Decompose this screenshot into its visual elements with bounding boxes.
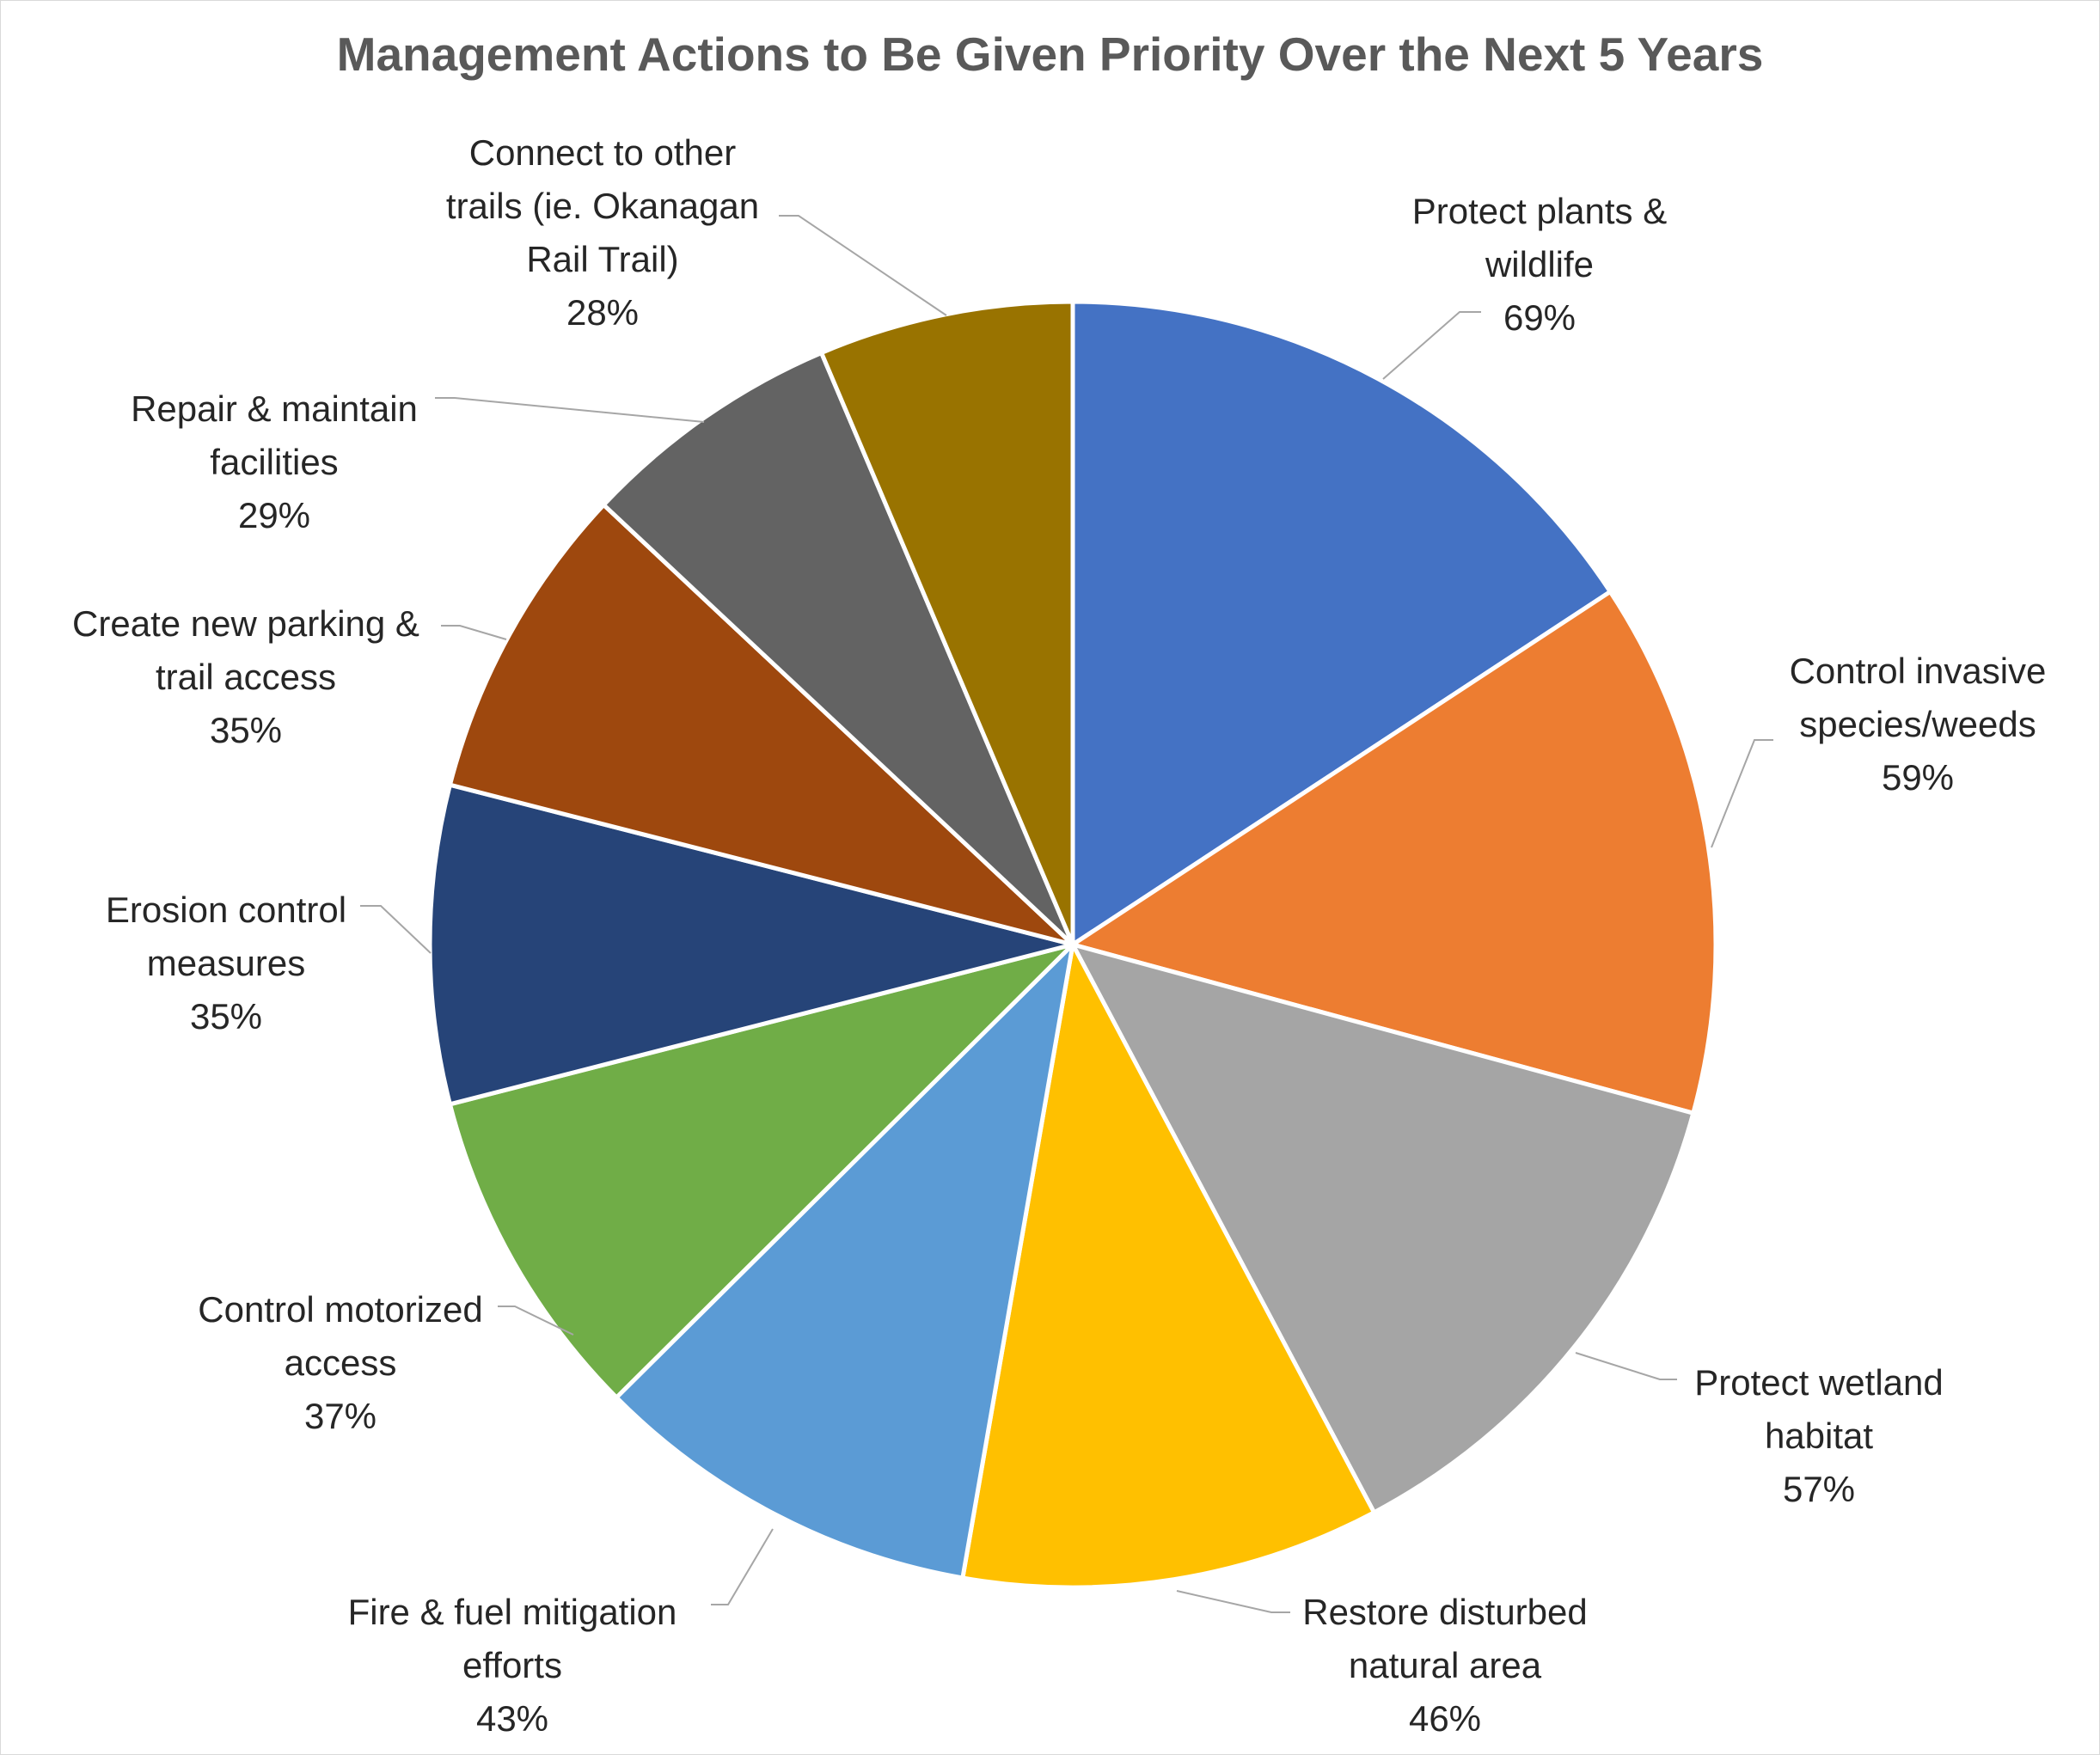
data-label-line: Create new parking & (72, 603, 419, 644)
pie-slice (1070, 299, 1613, 947)
data-label: Erosion control measures 35% (106, 890, 346, 1036)
data-label-line: Restore disturbed (1302, 1592, 1588, 1632)
data-label-line: species/weeds (1799, 704, 2036, 744)
leader-line (498, 1306, 574, 1336)
data-label-line: Protect plants & (1412, 191, 1667, 231)
data-label-line: trails (ie. Okanagan (446, 186, 759, 226)
chart-title: Management Actions to Be Given Priority … (336, 28, 1764, 81)
leader-line (435, 397, 705, 423)
data-label-line: habitat (1765, 1416, 1873, 1456)
data-label-line: wildlife (1485, 244, 1594, 284)
pie-slice (601, 351, 1075, 947)
data-label-value: 29% (238, 495, 310, 535)
data-label-line: Fire & fuel mitigation (348, 1592, 677, 1632)
pie-slice (447, 942, 1075, 1400)
data-label-value: 28% (566, 292, 639, 333)
pie-slice (1070, 942, 1696, 1515)
data-label-line: natural area (1349, 1645, 1542, 1685)
pie-slice (447, 502, 1075, 947)
leader-line (360, 905, 432, 954)
leader-line (441, 625, 507, 640)
data-label-value: 35% (190, 996, 262, 1036)
data-label-line: Control invasive (1790, 651, 2047, 691)
data-label: Control invasive species/weeds 59% (1790, 651, 2047, 798)
leader-line (1711, 739, 1773, 848)
data-label-line: Control motorized (198, 1289, 482, 1330)
data-label-value: 35% (210, 710, 282, 750)
data-label-value: 57% (1783, 1469, 1855, 1509)
pie-slice (427, 782, 1075, 1107)
data-label: Protect wetland habitat 57% (1694, 1362, 1944, 1509)
data-label-value: 69% (1503, 297, 1576, 338)
data-label-value: 59% (1882, 757, 1954, 798)
data-label-line: facilities (210, 442, 338, 482)
data-label-value: 46% (1409, 1698, 1481, 1739)
data-label-line: trail access (156, 657, 336, 697)
data-label-line: Repair & maintain (131, 388, 418, 429)
pie-slice (614, 942, 1075, 1581)
data-label-line: Protect wetland (1694, 1362, 1944, 1403)
data-label: Connect to other trails (ie. Okanagan Rail… (446, 132, 759, 333)
data-label: Restore disturbed natural area 46% (1302, 1592, 1588, 1739)
leader-line (1382, 311, 1481, 380)
data-label: Control motorized access 37% (198, 1289, 482, 1436)
data-label-line: efforts (462, 1645, 562, 1685)
pie-slice (960, 942, 1377, 1590)
data-label-line: Rail Trail) (526, 239, 678, 279)
data-label-line: access (285, 1342, 397, 1383)
data-label: Repair & maintain facilities 29% (131, 388, 418, 535)
data-label: Create new parking & trail access 35% (72, 603, 419, 750)
data-label-line: Erosion control (106, 890, 346, 930)
data-label-line: measures (147, 943, 305, 983)
leader-line (1176, 1590, 1290, 1613)
leader-line (1575, 1352, 1677, 1380)
leader-line (779, 215, 947, 316)
data-label-value: 37% (304, 1396, 377, 1436)
data-label: Fire & fuel mitigation efforts 43% (348, 1592, 677, 1739)
data-label-line: Connect to other (469, 132, 737, 173)
pie-slice (1070, 589, 1718, 1116)
leader-line (711, 1528, 774, 1605)
data-label: Protect plants & wildlife 69% (1412, 191, 1667, 338)
data-label-value: 43% (476, 1698, 548, 1739)
